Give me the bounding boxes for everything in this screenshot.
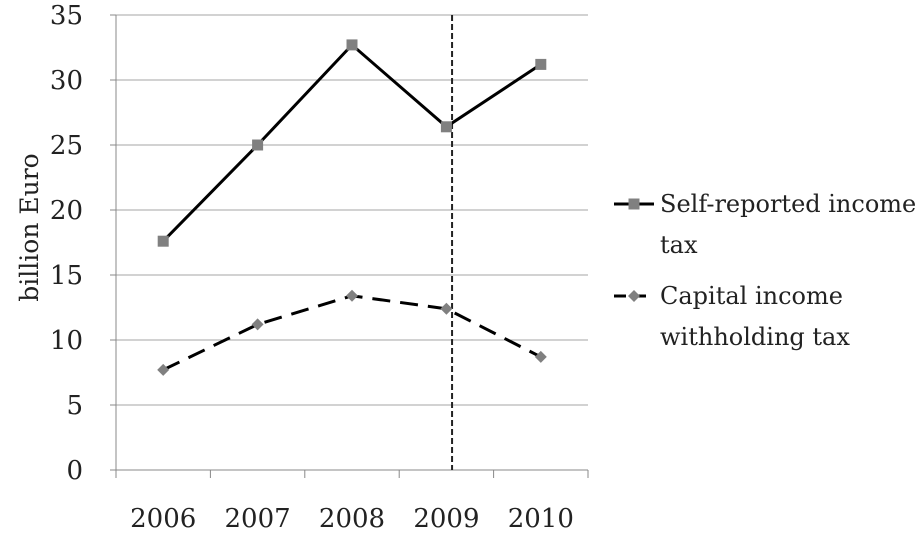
series-2 [157,289,547,376]
series-1-point-2008 [346,39,358,51]
y-tick-label-10: 10 [50,326,83,356]
axes [110,14,589,478]
y-tick-label-25: 25 [50,131,83,161]
legend-item-2: Capital income withholding tax [614,282,850,351]
y-tick-label-20: 20 [50,196,83,226]
series-2-point-2008 [346,289,358,302]
series-group [157,39,547,376]
series-1-line [162,42,542,243]
legend-1-marker [628,198,640,210]
series-1-point-2009 [440,121,452,133]
series-2-point-2006 [157,363,170,376]
x-tick-label-2007: 2007 [225,504,291,534]
y-tick-label-15: 15 [50,261,83,291]
tick-labels: 0 5 10 15 20 25 30 35 2006 2007 2008 2009 2010 billio… [15,1,574,534]
series-2-line [162,294,542,372]
series-2-point-2007 [251,318,264,331]
series-2-point-2009 [440,302,453,315]
legend-1-label-line-1: Self-reported income [660,190,916,218]
legend: Self-reported income tax Capital income wit… [614,190,916,351]
x-tick-label-2009: 2009 [413,504,479,534]
series-1-point-2007 [252,139,264,151]
legend-1-label-line-2: tax [660,231,698,259]
series-2-point-2010 [534,350,547,363]
series-1-point-2010 [535,58,547,70]
legend-2-label-line-2: withholding tax [660,323,850,351]
y-tick-label-5: 5 [66,391,83,421]
series-1 [157,39,547,247]
y-tick-label-30: 30 [50,66,83,96]
series-1-point-2006 [157,235,169,247]
y-axis-label: billion Euro [15,153,44,301]
x-tick-label-2006: 2006 [130,504,196,534]
x-tick-label-2010: 2010 [508,504,574,534]
legend-item-1: Self-reported income tax [614,190,916,259]
legend-2-label-line-1: Capital income [660,282,843,310]
y-tick-label-0: 0 [66,456,83,486]
x-tick-label-2008: 2008 [319,504,385,534]
y-tick-label-35: 35 [50,1,83,31]
legend-2-marker [628,290,640,302]
